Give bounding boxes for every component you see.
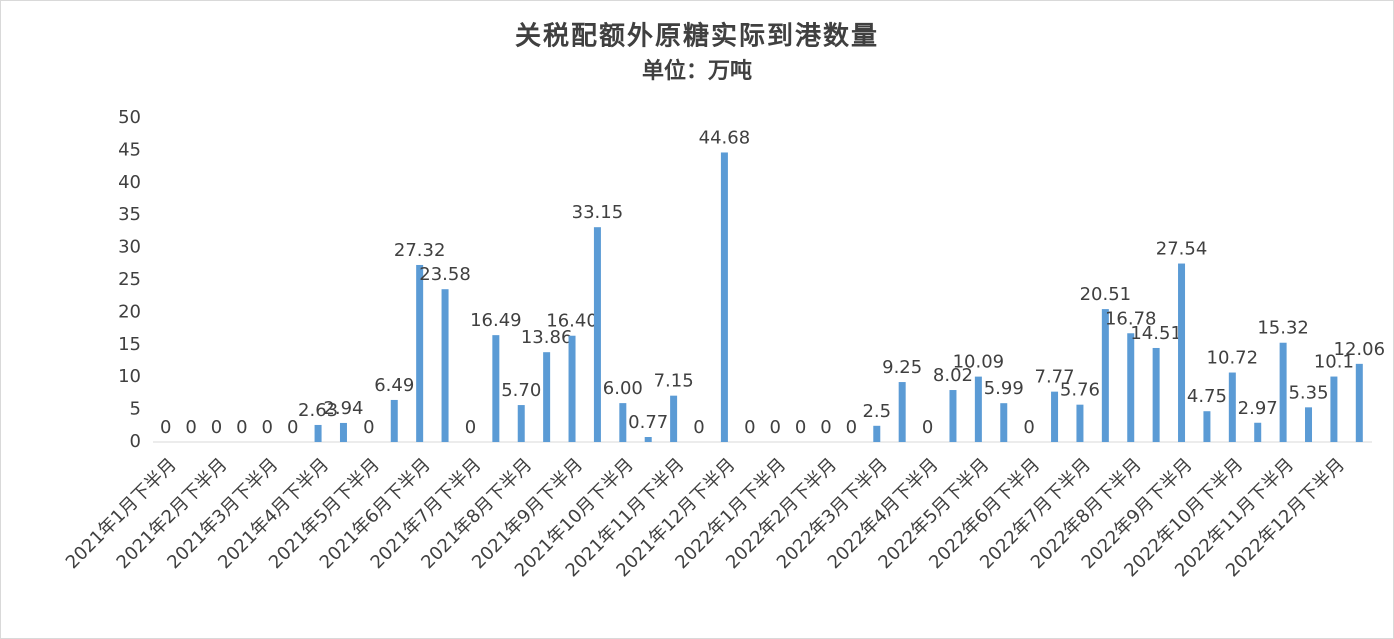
data-label: 5.35	[1288, 382, 1328, 403]
data-label: 12.06	[1334, 339, 1386, 360]
y-tick-label: 45	[118, 139, 141, 160]
bar	[644, 437, 652, 442]
data-label: 6.00	[603, 378, 643, 399]
data-label: 0	[287, 417, 298, 438]
bar	[1228, 372, 1236, 442]
data-label: 33.15	[572, 202, 624, 223]
data-label: 10.72	[1207, 348, 1259, 369]
data-label: 23.58	[419, 264, 471, 285]
bar	[974, 376, 982, 442]
data-label: 20.51	[1080, 284, 1132, 305]
data-label: 4.75	[1187, 386, 1227, 407]
data-label: 7.15	[654, 371, 694, 392]
bar	[517, 405, 525, 442]
data-label: 44.68	[699, 127, 751, 148]
data-label: 2.63	[298, 400, 338, 421]
bar	[1330, 376, 1338, 442]
bar	[390, 399, 398, 442]
y-tick-label: 50	[118, 107, 141, 128]
y-tick-label: 35	[118, 204, 141, 225]
bar	[1152, 347, 1160, 442]
bar	[1127, 333, 1135, 442]
bar	[1178, 263, 1186, 442]
data-label: 14.51	[1130, 323, 1182, 344]
data-label: 0	[236, 417, 247, 438]
bar	[441, 289, 449, 442]
bar	[1305, 407, 1313, 442]
bar	[873, 425, 881, 442]
data-label: 0	[465, 417, 476, 438]
y-tick-label: 15	[118, 334, 141, 355]
bar	[492, 335, 500, 442]
bar	[720, 152, 728, 442]
data-label: 2.97	[1238, 398, 1278, 419]
bar	[670, 395, 678, 442]
data-label: 0	[185, 417, 196, 438]
data-label: 27.54	[1156, 239, 1208, 260]
bar	[314, 424, 322, 442]
data-label: 0	[846, 417, 857, 438]
data-label: 10.1	[1314, 352, 1354, 373]
data-label: 2.5	[862, 401, 891, 422]
data-label: 0	[795, 417, 806, 438]
data-label: 16.78	[1105, 308, 1157, 329]
data-label: 0	[922, 417, 933, 438]
y-tick-label: 25	[118, 269, 141, 290]
bar	[898, 382, 906, 442]
bar	[1000, 403, 1008, 442]
data-label: 0	[160, 417, 171, 438]
chart-subtitle: 单位：万吨	[642, 58, 752, 84]
data-label: 0	[262, 417, 273, 438]
data-label: 13.86	[521, 327, 573, 348]
data-label: 5.99	[984, 378, 1024, 399]
chart-title: 关税配额外原糖实际到港数量	[515, 21, 879, 52]
data-label: 16.40	[546, 311, 598, 332]
data-label: 0	[744, 417, 755, 438]
bar	[568, 335, 576, 442]
bar	[1076, 404, 1084, 442]
data-label: 9.25	[882, 357, 922, 378]
bar	[1254, 422, 1262, 442]
data-label: 0	[820, 417, 831, 438]
bar	[543, 352, 551, 442]
data-label: 0	[363, 417, 374, 438]
data-label: 27.32	[394, 240, 446, 261]
y-tick-label: 30	[118, 237, 141, 258]
data-label: 6.49	[374, 375, 414, 396]
bar	[1355, 363, 1363, 442]
data-label: 8.02	[933, 365, 973, 386]
data-label: 0	[693, 417, 704, 438]
bar	[1203, 411, 1211, 442]
data-label: 7.77	[1035, 367, 1075, 388]
data-label: 5.70	[501, 380, 541, 401]
bar	[416, 264, 424, 442]
data-label: 5.76	[1060, 380, 1100, 401]
bar	[593, 227, 601, 442]
bar	[339, 422, 347, 442]
bar	[1101, 309, 1109, 442]
y-tick-label: 40	[118, 172, 141, 193]
bar	[619, 403, 627, 442]
bar	[949, 390, 957, 442]
data-label: 0	[769, 417, 780, 438]
data-label: 10.09	[953, 352, 1005, 373]
data-label: 16.49	[470, 310, 522, 331]
y-tick-label: 20	[118, 301, 141, 322]
bar	[1279, 342, 1287, 442]
data-label: 0.77	[628, 412, 668, 433]
data-label: 0	[211, 417, 222, 438]
y-tick-label: 0	[130, 431, 141, 452]
y-tick-label: 5	[130, 399, 141, 420]
data-label: 2.94	[323, 398, 363, 419]
bar	[1051, 391, 1059, 442]
y-tick-label: 10	[118, 366, 141, 387]
data-label: 15.32	[1257, 318, 1309, 339]
data-label: 0	[1023, 417, 1034, 438]
